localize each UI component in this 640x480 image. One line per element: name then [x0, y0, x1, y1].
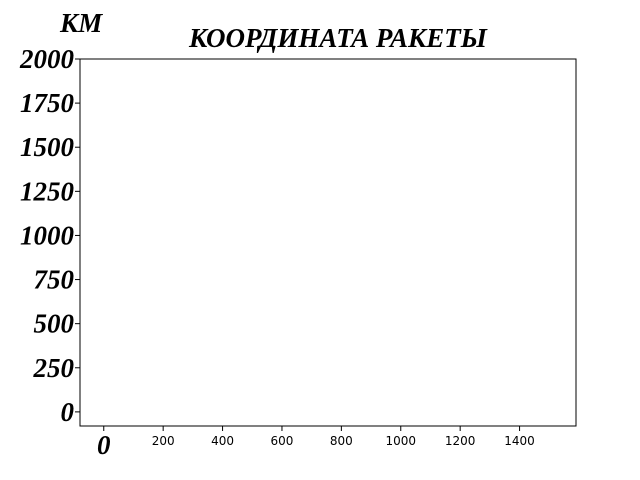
- x-tick-label: 800: [330, 434, 353, 448]
- x-tick-label: 200: [152, 434, 175, 448]
- plot-area: [79, 58, 577, 427]
- x-axis: 0 200 400 600 800 1000 1200 1400: [97, 426, 535, 460]
- x-tick-label: 1200: [445, 434, 476, 448]
- y-tick-label: 1500: [20, 132, 75, 162]
- y-tick-label: 0: [61, 397, 75, 427]
- chart-title: КООРДИНАТА РАКЕТЫ: [188, 23, 488, 53]
- x-tick-label: 400: [211, 434, 234, 448]
- y-axis-unit-label: КМ: [59, 8, 103, 38]
- y-tick-label: 1750: [20, 88, 75, 118]
- y-tick-label: 500: [34, 309, 75, 339]
- x-tick-label: 600: [271, 434, 294, 448]
- y-axis: 0 250 500 750 1000 1250 1500 1750 2000: [19, 44, 80, 427]
- x-tick-label: 0: [97, 430, 111, 460]
- y-tick-label: 250: [33, 353, 75, 383]
- y-tick-label: 750: [34, 265, 75, 295]
- y-tick-label: 2000: [19, 44, 75, 74]
- y-tick-label: 1000: [20, 220, 75, 250]
- y-tick-label: 1250: [20, 176, 75, 206]
- x-tick-label: 1400: [504, 434, 535, 448]
- x-tick-label: 1000: [385, 434, 416, 448]
